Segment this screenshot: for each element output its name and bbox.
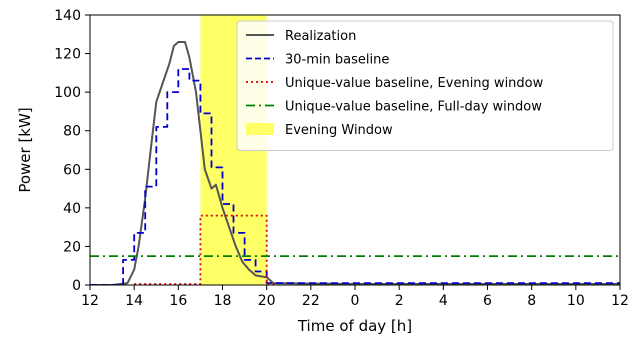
legend-label: Unique-value baseline, Full-day window xyxy=(285,100,542,115)
x-tick-label: 20 xyxy=(258,293,276,309)
x-tick-label: 22 xyxy=(302,293,320,309)
x-tick-label: 12 xyxy=(611,293,629,309)
x-tick-label: 8 xyxy=(527,293,536,309)
x-axis: 12 14 16 18 20 22 0 2 4 6 8 10 12 xyxy=(81,285,629,309)
y-tick-label: 20 xyxy=(63,239,81,255)
y-tick-label: 40 xyxy=(63,201,81,217)
x-tick-label: 18 xyxy=(214,293,232,309)
legend: Realization 30-min baseline Unique-value b… xyxy=(236,20,614,151)
legend-label: Evening Window xyxy=(285,123,393,138)
x-tick-label: 2 xyxy=(395,293,404,309)
x-tick-label: 6 xyxy=(483,293,492,309)
series-line-1 xyxy=(90,68,620,285)
y-tick-label: 0 xyxy=(72,278,81,294)
x-tick-label: 10 xyxy=(567,293,585,309)
y-tick-label: 80 xyxy=(63,124,81,140)
x-tick-label: 0 xyxy=(351,293,360,309)
x-tick-label: 12 xyxy=(81,293,99,309)
series-layer xyxy=(90,41,620,285)
y-axis-label: Power [kW] xyxy=(16,107,34,192)
x-axis-label: Time of day [h] xyxy=(297,317,412,335)
series-line-2 xyxy=(134,214,278,285)
y-tick-label: 120 xyxy=(54,47,81,63)
x-tick-label: 4 xyxy=(439,293,448,309)
legend-label: Unique-value baseline, Evening window xyxy=(285,76,544,91)
y-tick-label: 140 xyxy=(54,8,81,24)
legend-label: 30-min baseline xyxy=(285,53,389,68)
y-tick-label: 60 xyxy=(63,162,81,178)
y-axis: 0 20 40 60 80 100 120 140 xyxy=(54,8,90,294)
legend-swatch xyxy=(246,123,274,135)
y-tick-label: 100 xyxy=(54,85,81,101)
legend-box xyxy=(236,20,614,151)
x-tick-label: 14 xyxy=(125,293,143,309)
legend-label: Realization xyxy=(285,29,356,44)
x-tick-label: 16 xyxy=(169,293,187,309)
